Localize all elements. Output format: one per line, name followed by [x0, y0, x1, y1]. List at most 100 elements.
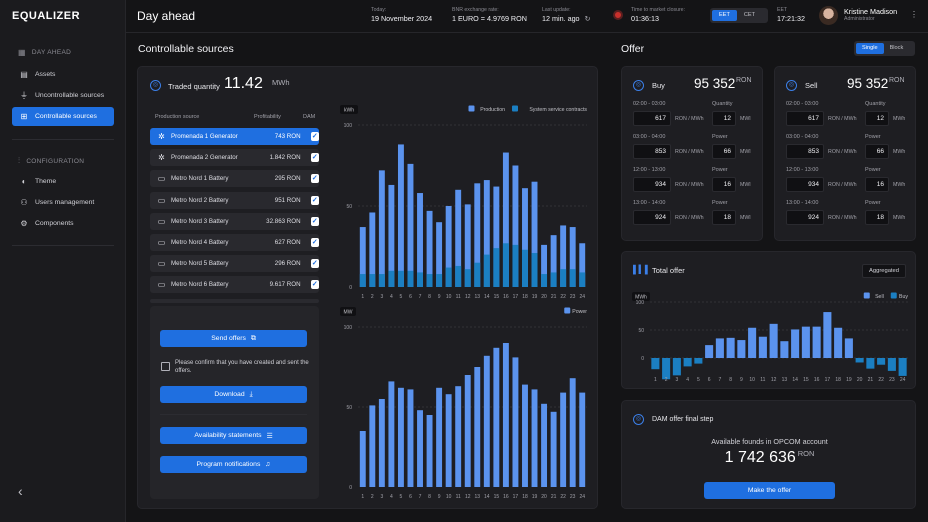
- block-mode-button[interactable]: Block: [889, 45, 904, 51]
- source-profitability: 296 RON: [274, 260, 301, 268]
- legend-label: Buy: [899, 294, 908, 300]
- bar-system-service-contracts: [522, 249, 528, 287]
- confirm-checkbox[interactable]: [161, 362, 170, 371]
- bar-power: [512, 357, 519, 487]
- dam-checkbox[interactable]: ✓: [310, 153, 320, 163]
- source-row[interactable]: ✲ Promenada 1 Generator 743 RON ✓: [150, 128, 320, 145]
- sidebar-item-controllable[interactable]: ⊞ Controllable sources: [12, 107, 114, 126]
- legend-swatch: [890, 292, 897, 299]
- y-tick-label: 0: [349, 285, 352, 291]
- x-tick-label: 24: [900, 377, 906, 383]
- bar-buy: [694, 358, 703, 364]
- price-input[interactable]: 934: [633, 177, 671, 192]
- source-row[interactable]: ▭ Metro Nord 6 Battery 9.617 RON ✓: [150, 276, 320, 294]
- quantity-input[interactable]: 66: [712, 144, 736, 159]
- program-notifications-button[interactable]: Program notifications ♫: [160, 456, 307, 473]
- bar-buy: [683, 358, 692, 367]
- quantity-input[interactable]: 18: [865, 210, 889, 225]
- source-row[interactable]: ▭ Metro Nord 2 Battery 951 RON ✓: [150, 191, 320, 209]
- bar-power: [378, 399, 385, 487]
- bar-production: [388, 184, 395, 287]
- bar-production: [378, 170, 385, 287]
- price-input[interactable]: 617: [786, 111, 824, 126]
- x-tick-label: 1: [654, 377, 657, 383]
- aggregated-button[interactable]: Aggregated: [862, 264, 906, 278]
- sidebar-item-theme[interactable]: ◐ Theme: [12, 172, 114, 191]
- x-tick-label: 8: [428, 494, 431, 500]
- avatar[interactable]: [819, 6, 838, 25]
- user-info[interactable]: Kristine Madison Administrator: [844, 7, 898, 22]
- bar-system-service-contracts: [369, 274, 376, 287]
- bar-system-service-contracts: [483, 254, 490, 287]
- x-tick-label: 11: [456, 494, 461, 500]
- price-input[interactable]: 924: [786, 210, 824, 225]
- source-row[interactable]: ▭ Metro Nord 1 Battery 295 RON ✓: [150, 170, 320, 188]
- sidebar-item-uncontrollable[interactable]: ⏚ Uncontrollable sources: [20, 91, 105, 100]
- refresh-icon[interactable]: ↻: [584, 14, 591, 23]
- bar-system-service-contracts: [417, 272, 423, 287]
- sidebar-item-assets[interactable]: ▤ Assets: [20, 70, 56, 79]
- sidebar-item-users[interactable]: ⚇ Users management: [20, 198, 95, 207]
- x-tick-label: 5: [400, 294, 403, 300]
- send-offers-button[interactable]: Send offers ⧉: [160, 330, 307, 347]
- price-input[interactable]: 853: [786, 144, 824, 159]
- dam-checkbox[interactable]: ✓: [310, 174, 320, 184]
- source-row[interactable]: ▭ Metro Nord 4 Battery 627 RON ✓: [150, 233, 320, 251]
- dam-checkbox[interactable]: ✓: [310, 259, 320, 269]
- x-tick-label: 3: [675, 377, 678, 383]
- bar-sell: [844, 338, 853, 358]
- bar-production: [541, 244, 548, 287]
- x-tick-label: 16: [503, 294, 509, 300]
- price-input[interactable]: 924: [633, 210, 671, 225]
- download-button[interactable]: Download ⤓: [160, 386, 307, 403]
- x-tick-label: 15: [494, 294, 500, 300]
- quantity-input[interactable]: 18: [712, 210, 736, 225]
- traded-quantity-value: 11.42: [224, 75, 263, 92]
- dam-checkbox[interactable]: ✓: [310, 237, 320, 247]
- y-tick-label: 100: [344, 325, 353, 331]
- availability-statements-button[interactable]: Availability statements ☰: [160, 427, 307, 444]
- tz-cet-button[interactable]: CET: [743, 12, 756, 18]
- bar-system-service-contracts: [378, 274, 385, 287]
- sidebar-item-components[interactable]: ⚙ Components: [20, 219, 74, 228]
- col-header-dam: DAM: [303, 114, 316, 120]
- dam-checkbox[interactable]: ✓: [310, 132, 320, 141]
- quantity-input[interactable]: 66: [865, 144, 889, 159]
- x-tick-label: 15: [803, 377, 809, 383]
- dam-checkbox[interactable]: ✓: [310, 216, 320, 226]
- bar-system-service-contracts: [436, 274, 443, 287]
- dam-amount: 1 742 636 RON: [622, 449, 917, 467]
- collapse-sidebar-icon[interactable]: ‹: [18, 483, 23, 499]
- make-offer-button[interactable]: Make the offer: [704, 482, 835, 499]
- source-row[interactable]: ✲ Promenada 2 Generator 1.842 RON ✓: [150, 149, 320, 167]
- x-tick-label: 2: [665, 377, 668, 383]
- price-input[interactable]: 934: [786, 177, 824, 192]
- single-mode-button[interactable]: Single: [856, 43, 884, 54]
- x-tick-label: 11: [760, 377, 765, 383]
- grid-icon: ▤: [20, 70, 28, 79]
- bar-sell: [769, 323, 778, 358]
- source-row[interactable]: ▭ Metro Nord 5 Battery 296 RON ✓: [150, 255, 320, 273]
- dam-checkbox[interactable]: ✓: [310, 195, 320, 205]
- quantity-input[interactable]: 16: [712, 177, 736, 192]
- quantity-input[interactable]: 12: [865, 111, 889, 126]
- dam-checkbox[interactable]: ✓: [310, 280, 320, 290]
- tz-eet-button[interactable]: EET: [712, 10, 737, 21]
- price-input[interactable]: 617: [633, 111, 671, 126]
- source-row[interactable]: ▭ Metro Nord 3 Battery 32.863 RON ✓: [150, 212, 320, 230]
- x-tick-label: 17: [513, 294, 519, 300]
- bar-production: [579, 243, 586, 287]
- quantity-input[interactable]: 12: [712, 111, 736, 126]
- bar-production: [464, 204, 471, 287]
- price-input[interactable]: 853: [633, 144, 671, 159]
- total-offer-title: Total offer: [652, 266, 685, 275]
- dam-value: 1 742 636: [724, 449, 796, 466]
- quantity-unit: MWh: [893, 182, 906, 188]
- list-scrollbar[interactable]: [150, 299, 319, 303]
- x-tick-label: 14: [792, 377, 798, 383]
- bar-system-service-contracts: [560, 269, 567, 287]
- quantity-input[interactable]: 16: [865, 177, 889, 192]
- source-name: Promenada 1 Generator: [171, 133, 238, 140]
- more-menu-icon[interactable]: ⋮: [910, 10, 918, 19]
- bar-system-service-contracts: [397, 270, 404, 287]
